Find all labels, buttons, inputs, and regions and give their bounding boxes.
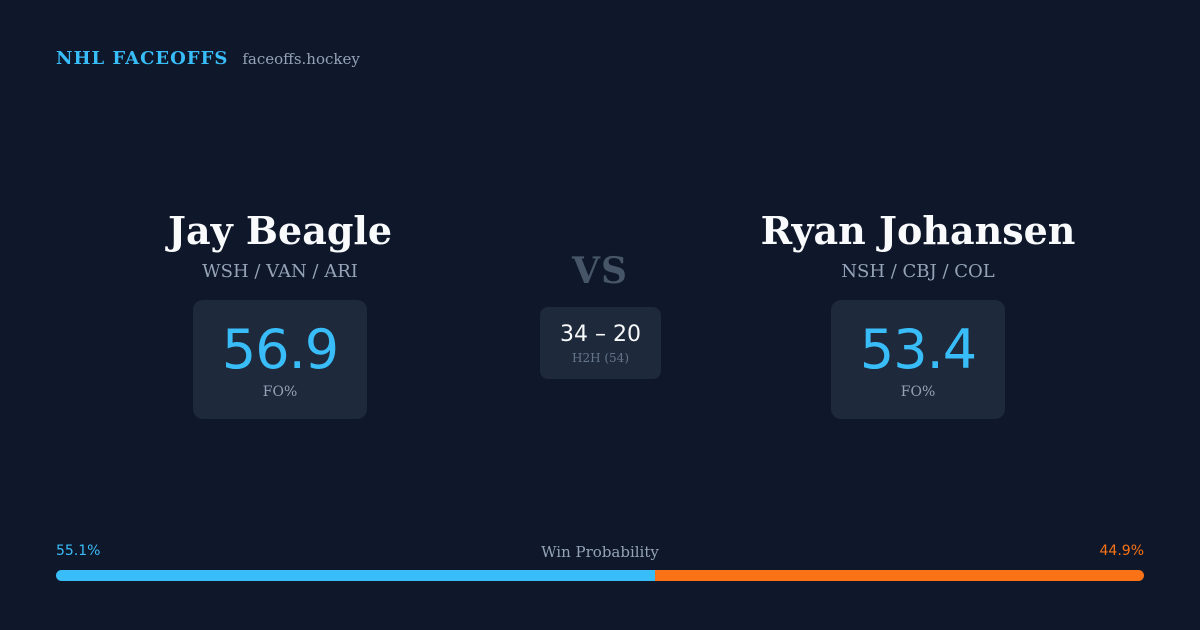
brand-header: NHL FACEOFFS faceoffs.hockey <box>56 48 360 69</box>
player-left-stat-card: 56.9 FO% <box>193 300 367 419</box>
h2h-label: H2H (54) <box>571 350 629 365</box>
player-left-fo-value: 56.9 <box>221 317 339 381</box>
player-right-name: Ryan Johansen <box>760 208 1076 253</box>
player-right: Ryan Johansen NSH / CBJ / COL 53.4 FO% <box>708 205 1128 419</box>
player-left-fo-label: FO% <box>262 383 298 400</box>
player-right-fo-value: 53.4 <box>859 317 977 381</box>
player-right-teams: NSH / CBJ / COL <box>841 261 995 282</box>
win-probability-title: Win Probability <box>541 543 659 561</box>
player-left-teams: WSH / VAN / ARI <box>202 261 358 282</box>
player-left: Jay Beagle WSH / VAN / ARI 56.9 FO% <box>70 205 490 419</box>
win-probability-fill-left <box>56 570 656 581</box>
brand-name[interactable]: NHL FACEOFFS <box>56 48 229 69</box>
player-left-name: Jay Beagle <box>167 208 392 253</box>
win-probability-bar <box>56 570 1144 581</box>
h2h-card: 34 – 20 H2H (54) <box>540 307 661 379</box>
win-probability-right-percent: 44.9% <box>1099 543 1144 559</box>
vs-label: VS <box>572 250 628 292</box>
brand-site[interactable]: faceoffs.hockey <box>242 50 360 68</box>
win-probability-fill-right <box>655 570 1144 581</box>
player-right-stat-card: 53.4 FO% <box>831 300 1005 419</box>
win-probability-left-percent: 55.1% <box>56 543 101 559</box>
h2h-score: 34 – 20 <box>560 321 641 347</box>
player-right-fo-label: FO% <box>900 383 936 400</box>
